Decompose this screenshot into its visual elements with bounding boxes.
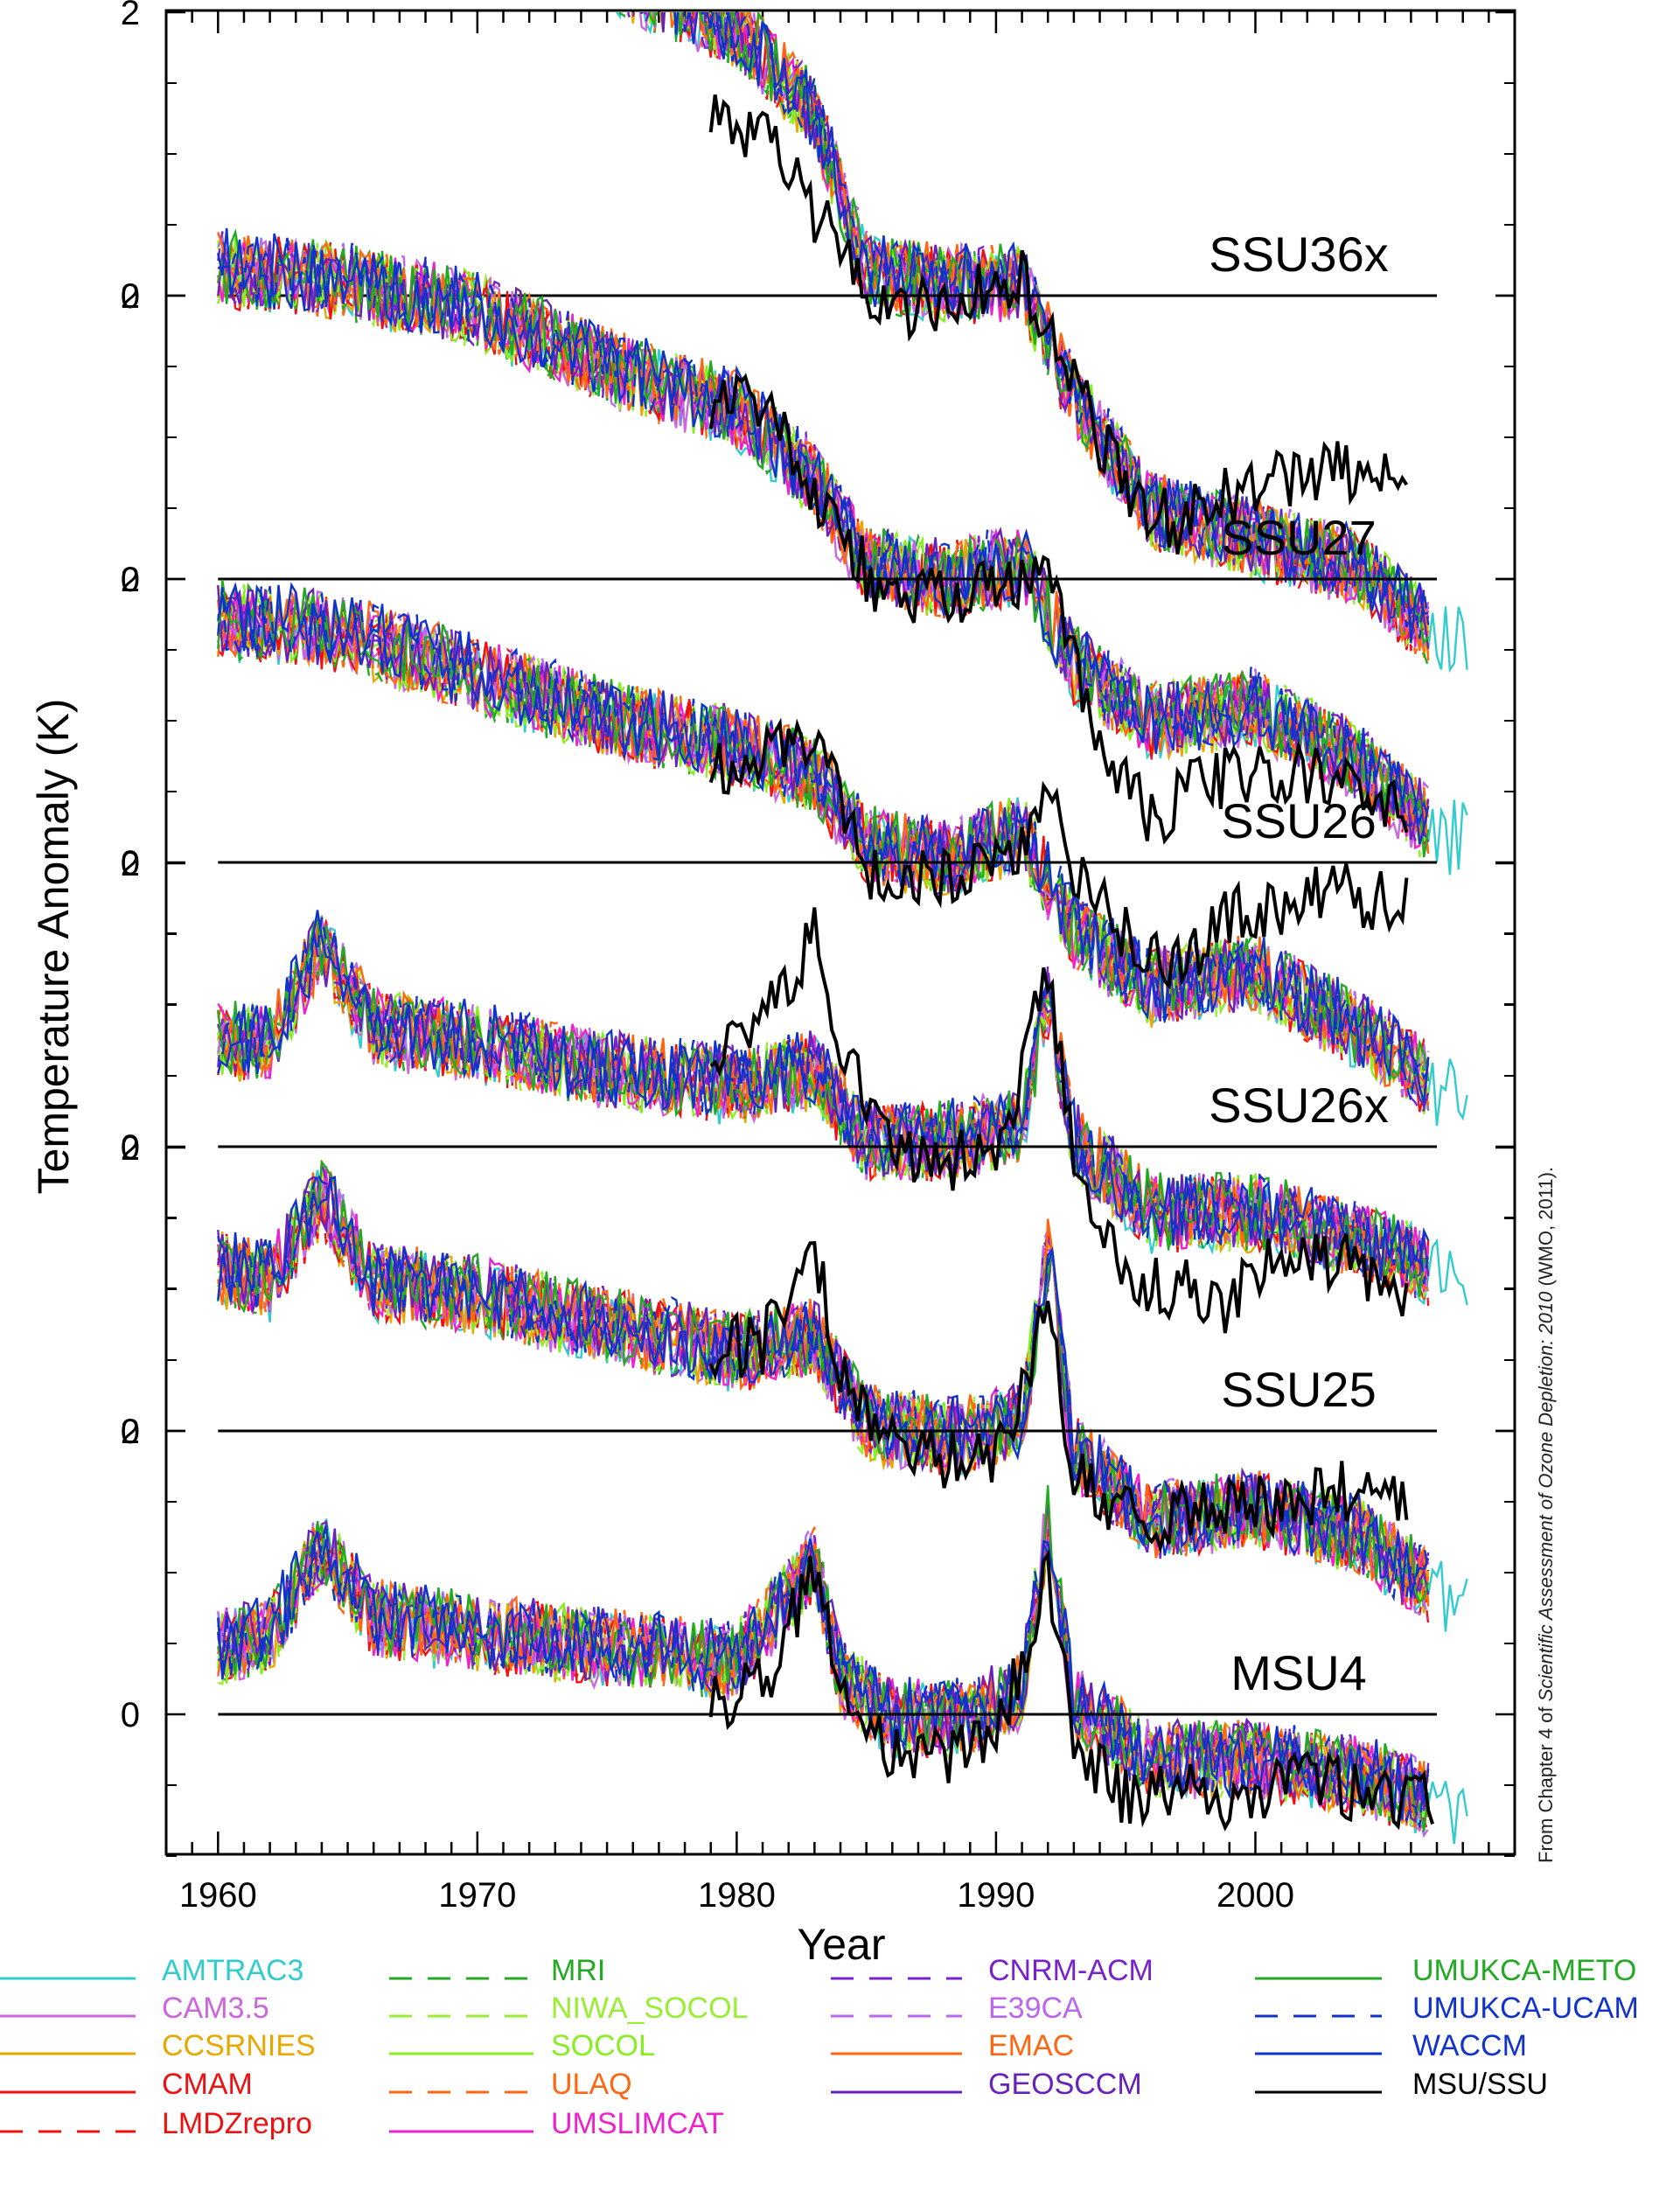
legend-label-cam3.5: CAM3.5 (162, 1992, 269, 2025)
y-tick-label: 0 (121, 844, 140, 883)
y-tick-label: 0 (121, 1696, 140, 1734)
y-axis-title: Temperature Anomaly (K) (29, 699, 78, 1195)
y-tick-label: 2 (121, 561, 140, 599)
legend-label-cnrm-acm: CNRM-ACM (988, 1954, 1154, 1987)
series-geosccm (217, 1496, 1429, 1824)
x-tick-label: 1960 (179, 1876, 257, 1915)
series-ccsrnies (631, 12, 1430, 659)
legend-label-umukca-ucam: UMUKCA-UCAM (1412, 1992, 1639, 2025)
legend-label-ccsrnies: CCSRNIES (162, 2029, 316, 2062)
series-waccm (217, 582, 1430, 1103)
y-tick-label: 2 (121, 0, 140, 32)
panel-label: SSU25 (1221, 1362, 1376, 1417)
legend-label-waccm: WACCM (1412, 2029, 1527, 2062)
legend-label-socol: SOCOL (551, 2029, 655, 2062)
series-msu-ssu (708, 94, 1409, 555)
panel-label: SSU27 (1221, 510, 1376, 565)
series-umukca-ucam (217, 917, 1430, 1285)
x-tick-label: 1980 (698, 1876, 776, 1915)
y-tick-label: 2 (121, 277, 140, 316)
legend-label-niwa_socol: NIWA_SOCOL (551, 1992, 748, 2025)
legend-label-umukca-meto: UMUKCA-METO (1412, 1954, 1636, 1987)
x-axis: 1960 1970 1980 1990 2000 (179, 10, 1490, 1915)
y-tick-label: 2 (121, 845, 140, 883)
series-mri (217, 1501, 1430, 1823)
legend-label-cmam: CMAM (162, 2068, 253, 2101)
legend-label-emac: EMAC (988, 2029, 1074, 2062)
legend: AMTRAC3 CAM3.5 CCSRNIES CMAM LMDZrepro MRI NIW… (0, 1954, 1639, 2140)
y-tick-label: 2 (121, 1413, 140, 1451)
x-tick-label: 2000 (1216, 1876, 1294, 1915)
panel-label: MSU4 (1230, 1645, 1367, 1700)
x-tick-label: 1970 (438, 1876, 516, 1915)
panel-label: SSU26 (1221, 793, 1376, 848)
x-axis-title: Year (797, 1920, 885, 1969)
panel-label: SSU26x (1209, 1078, 1388, 1133)
series-ulaq (217, 1197, 1430, 1606)
series-msu-ssu (709, 907, 1409, 1334)
series-umukca-meto (217, 914, 1430, 1297)
series-waccm (673, 12, 1429, 644)
x-tick-label: 1990 (957, 1876, 1035, 1915)
legend-label-amtrac3: AMTRAC3 (162, 1954, 303, 1987)
legend-label-ulaq: ULAQ (551, 2068, 632, 2101)
legend-label-umslimcat: UMSLIMCAT (551, 2107, 724, 2140)
series-msu-ssu (708, 1241, 1409, 1554)
y-tick-label: 0 (121, 1128, 140, 1167)
y-tick-label: 0 (121, 277, 140, 316)
y-tick-label: 0 (121, 561, 140, 599)
legend-label-lmdzrepro: LMDZrepro (162, 2107, 312, 2140)
legend-label-e39ca: E39CA (988, 1992, 1083, 2025)
series-waccm (217, 1531, 1430, 1821)
legend-label-geosccm: GEOSCCM (988, 2068, 1142, 2101)
panel-label: SSU36x (1209, 227, 1388, 282)
series-msu-ssu (708, 717, 1409, 990)
legend-label-msu/ssu: MSU/SSU (1412, 2068, 1548, 2101)
series-emac (640, 12, 1430, 661)
y-tick-label: 0 (121, 1413, 140, 1451)
series-geosccm (217, 1173, 1430, 1599)
series-waccm (217, 910, 1430, 1281)
series-msu-ssu (708, 373, 1409, 845)
y-tick-label: 2 (121, 1129, 140, 1168)
legend-label-mri: MRI (551, 1954, 605, 1987)
series-mri (618, 12, 1430, 667)
panels: 02SSU36x02SSU2702SSU2602SSU26x02SSU2502M… (121, 0, 1515, 1857)
series-msu-ssu (708, 1549, 1435, 1832)
credit-note: From Chapter 4 of Scientific Assessment … (1535, 1167, 1557, 1863)
